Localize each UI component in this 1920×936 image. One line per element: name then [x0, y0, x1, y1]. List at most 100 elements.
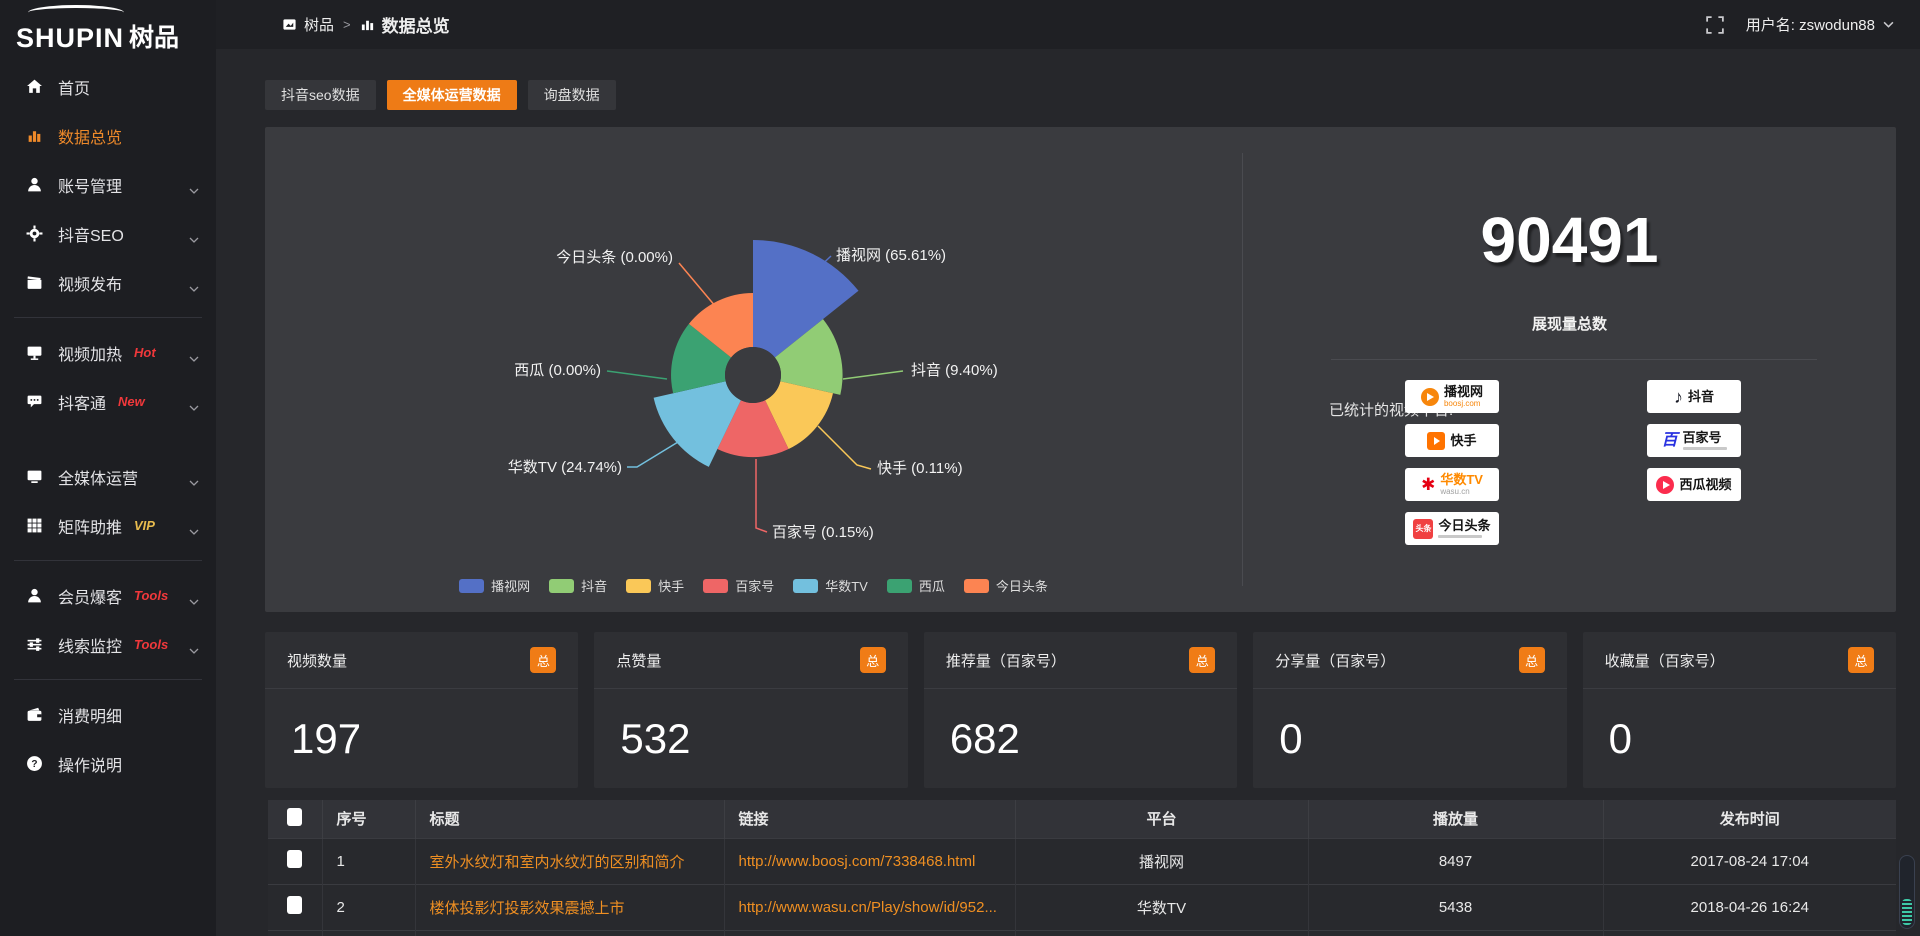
chart-legend: 播视网 抖音 快手 百家号 华数TV 西瓜 今日头条 — [265, 576, 1242, 595]
sidebar-item-label: 线索监控 — [58, 638, 123, 656]
total-badge[interactable]: 总 — [1518, 647, 1545, 673]
sidebar-item-account[interactable]: 账号管理 — [0, 160, 216, 209]
sidebar-item-badge: VIP — [134, 518, 155, 533]
sidebar-item-home[interactable]: 首页 — [0, 62, 216, 111]
cell-plays: 5438 — [1308, 884, 1604, 930]
total-badge[interactable]: 总 — [1848, 647, 1875, 673]
sidebar-divider — [14, 317, 202, 318]
chevron-down-icon — [189, 230, 199, 248]
table-row-clipped — [268, 930, 1896, 936]
pie-slice-西瓜[interactable] — [671, 323, 732, 394]
legend-label: 播视网 — [491, 579, 531, 594]
tab-1[interactable]: 全媒体运营数据 — [386, 80, 517, 110]
kuaishou-logo-icon — [1427, 431, 1446, 450]
platform-subtext: boosj.com — [1443, 399, 1481, 408]
tab-2[interactable]: 询盘数据 — [527, 80, 616, 110]
sidebar-item-douketong[interactable]: 抖客通 New — [0, 377, 216, 426]
sliders-icon — [26, 636, 43, 653]
cell-time: 2018-04-26 16:24 — [1690, 898, 1809, 916]
total-badge[interactable]: 总 — [1189, 647, 1216, 673]
pie-label-百家号: 百家号 (0.15%) — [772, 524, 874, 541]
stat-card-2: 推荐量（百家号） 总 682 — [923, 632, 1238, 788]
app-logo[interactable]: SHUPIN 树品 — [0, 0, 216, 62]
sidebar-item-matrix-boost[interactable]: 矩阵助推 VIP — [0, 501, 216, 550]
pie-slice-今日头条[interactable] — [688, 293, 753, 358]
sidebar-divider — [14, 679, 202, 680]
total-badge[interactable]: 总 — [530, 647, 557, 673]
pie-slice-抖音[interactable] — [774, 319, 843, 395]
sidebar-item-douyin-seo[interactable]: 抖音SEO — [0, 209, 216, 258]
legend-label: 百家号 — [735, 579, 775, 594]
scrollbar[interactable] — [1899, 855, 1915, 929]
legend-item-播视网[interactable]: 播视网 — [459, 576, 530, 595]
chat-icon — [26, 393, 43, 410]
stat-card-label: 视频数量 — [287, 652, 348, 670]
platform-name: 今日头条 — [1438, 518, 1491, 533]
legend-item-抖音[interactable]: 抖音 — [549, 576, 607, 595]
wasu-star-icon: ✱ — [1421, 475, 1436, 494]
legend-item-今日头条[interactable]: 今日头条 — [963, 576, 1048, 595]
platform-badges-left: 播视网 boosj.com 快手 ✱ 华数TV wasu.cn 头条 今日头条 — [1405, 380, 1499, 556]
pie-slice-播视网[interactable] — [753, 240, 859, 358]
gear-icon — [26, 225, 43, 242]
legend-item-快手[interactable]: 快手 — [626, 576, 684, 595]
username-label: 用户名: zswodun88 — [1745, 17, 1875, 34]
legend-item-华数TV[interactable]: 华数TV — [793, 576, 868, 595]
column-header-0: 序号 — [322, 800, 416, 838]
screen-icon — [26, 344, 43, 361]
sidebar-item-consume-detail[interactable]: 消费明细 — [0, 690, 216, 739]
table-row[interactable]: 2 楼体投影灯投影效果震撼上市 http://www.wasu.cn/Play/sh… — [268, 884, 1896, 930]
stat-card-3: 分享量（百家号） 总 0 — [1253, 632, 1567, 788]
sidebar-item-label: 全媒体运营 — [58, 470, 139, 488]
legend-item-西瓜[interactable]: 西瓜 — [886, 576, 945, 595]
sidebar-item-label: 账号管理 — [58, 178, 123, 196]
sidebar-item-clue-monitor[interactable]: 线索监控 Tools — [0, 620, 216, 669]
platform-badge-douyin: ♪ 抖音 — [1647, 380, 1741, 413]
total-badge[interactable]: 总 — [859, 647, 886, 673]
monitor-icon — [26, 468, 43, 485]
legend-swatch — [963, 578, 989, 593]
breadcrumb-item-data-overview[interactable]: 数据总览 — [360, 12, 450, 37]
fullscreen-icon[interactable] — [1705, 15, 1724, 34]
sidebar-item-media-operation[interactable]: 全媒体运营 — [0, 452, 216, 501]
pie-label-抖音: 抖音 (9.40%) — [911, 362, 998, 379]
sidebar-item-member-burst[interactable]: 会员爆客 Tools — [0, 571, 216, 620]
table-body: 1 室外水纹灯和室内水纹灯的区别和简介 http://www.boosj.com/7… — [268, 838, 1896, 936]
row-checkbox[interactable] — [287, 850, 303, 868]
impressions-total: 90491 — [1480, 204, 1659, 276]
select-all-checkbox[interactable] — [287, 807, 303, 826]
pie-slice-百家号[interactable] — [717, 400, 789, 458]
wallet-icon — [26, 706, 43, 723]
legend-item-百家号[interactable]: 百家号 — [703, 576, 774, 595]
table-row[interactable]: 1 室外水纹灯和室内水纹灯的区别和简介 http://www.boosj.com/7… — [268, 838, 1896, 884]
stat-card-value: 682 — [949, 715, 1020, 762]
pie-slice-快手[interactable] — [765, 381, 833, 449]
video-title-link[interactable]: 室外水纹灯和室内水纹灯的区别和简介 — [429, 853, 685, 871]
video-url-link[interactable]: http://www.boosj.com/7338468.html — [738, 852, 976, 870]
pie-center-hole — [725, 347, 781, 403]
pie-label-华数TV: 华数TV (24.74%) — [508, 459, 622, 476]
breadcrumb-item-shupin[interactable]: 树品 — [282, 14, 334, 35]
sidebar-item-data-overview[interactable]: 数据总览 — [0, 111, 216, 160]
user-menu[interactable]: 用户名: zswodun88 — [1746, 14, 1894, 35]
legend-swatch — [793, 578, 819, 593]
video-url-link[interactable]: http://www.wasu.cn/Play/show/id/952... — [738, 898, 997, 916]
sidebar-item-label: 矩阵助推 — [58, 519, 123, 537]
picture-icon — [283, 19, 296, 30]
stat-card-value: 0 — [1279, 715, 1303, 762]
sidebar-item-instructions[interactable]: ? 操作说明 — [0, 739, 216, 788]
platform-subtext-bar — [1682, 447, 1727, 450]
platform-name: 华数TV — [1440, 472, 1483, 487]
row-checkbox[interactable] — [287, 896, 303, 914]
sidebar-item-video-heat[interactable]: 视频加热 Hot — [0, 328, 216, 377]
table-header-row: 序号 标题 链接 平台 播放量 发布时间 — [268, 800, 1896, 838]
video-title-link[interactable]: 楼体投影灯投影效果震撼上市 — [429, 899, 625, 917]
sidebar-item-video-publish[interactable]: 视频发布 — [0, 258, 216, 307]
legend-label: 华数TV — [825, 579, 868, 594]
stat-card-0: 视频数量 总 197 — [265, 632, 579, 788]
chevron-down-icon — [189, 641, 199, 659]
pie-slice-华数TV[interactable] — [653, 381, 741, 467]
legend-swatch — [626, 578, 652, 593]
cell-platform: 华数TV — [1015, 884, 1309, 930]
tab-0[interactable]: 抖音seo数据 — [265, 80, 376, 110]
